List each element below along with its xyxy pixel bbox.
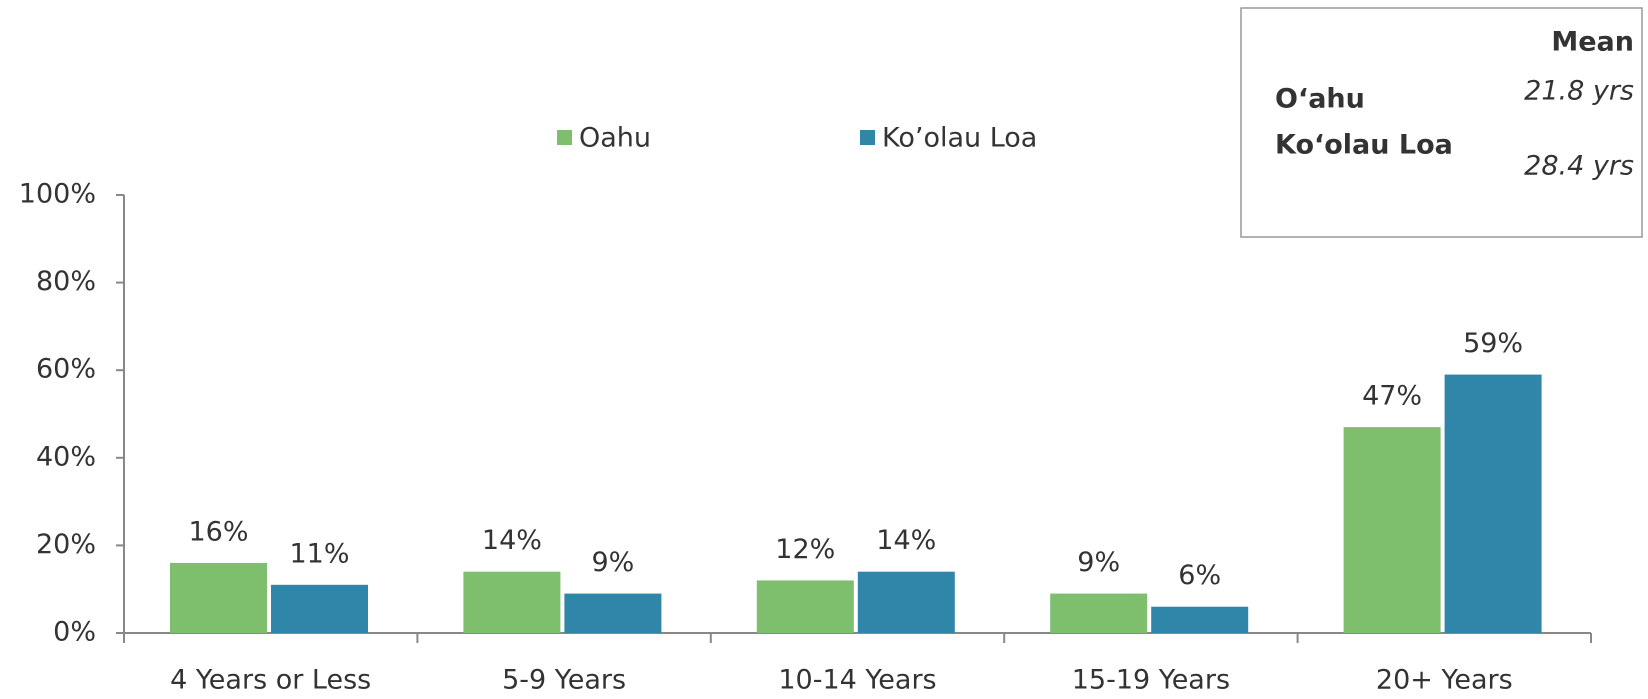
y-tick-label: 40% (36, 441, 96, 472)
bar (1050, 593, 1148, 633)
bar (271, 584, 368, 633)
value-label: 14% (482, 525, 542, 556)
mean-row-value: 21.8 yrs (1524, 76, 1634, 107)
x-tick-label: 20+ Years (1376, 665, 1513, 696)
y-tick-label: 0% (53, 617, 96, 648)
x-tick-label: 4 Years or Less (170, 665, 371, 696)
mean-header: Mean (1551, 27, 1634, 58)
bar (564, 593, 662, 633)
mean-row-value: 28.4 yrs (1524, 151, 1634, 182)
bar (1444, 374, 1542, 633)
bar (463, 571, 561, 633)
value-label: 59% (1463, 328, 1523, 359)
x-tick-label: 5-9 Years (502, 665, 626, 696)
y-tick-label: 60% (36, 354, 96, 385)
x-tick-label: 15-19 Years (1072, 665, 1230, 696)
bar (1343, 427, 1441, 633)
mean-row-label: Ko‘olau Loa (1275, 130, 1453, 161)
y-tick-label: 100% (19, 179, 96, 210)
y-tick-label: 80% (36, 266, 96, 297)
legend-swatch (557, 130, 572, 145)
x-tick-label: 10-14 Years (778, 665, 936, 696)
mean-box (1240, 7, 1643, 238)
legend-label: Oahu (579, 123, 651, 154)
value-label: 12% (775, 534, 835, 565)
value-label: 16% (188, 516, 248, 547)
legend-label: Ko’olau Loa (882, 123, 1037, 154)
value-label: 11% (289, 538, 349, 569)
value-label: 9% (1077, 547, 1120, 578)
legend-swatch (860, 130, 875, 145)
bar (857, 571, 955, 633)
value-label: 6% (1178, 560, 1221, 591)
value-label: 47% (1362, 381, 1422, 412)
value-label: 9% (591, 547, 634, 578)
bar (756, 580, 854, 633)
bar (170, 562, 267, 633)
mean-row-label: O‘ahu (1275, 84, 1365, 115)
y-tick-label: 20% (36, 529, 96, 560)
bar (1151, 606, 1249, 633)
value-label: 14% (876, 525, 936, 556)
